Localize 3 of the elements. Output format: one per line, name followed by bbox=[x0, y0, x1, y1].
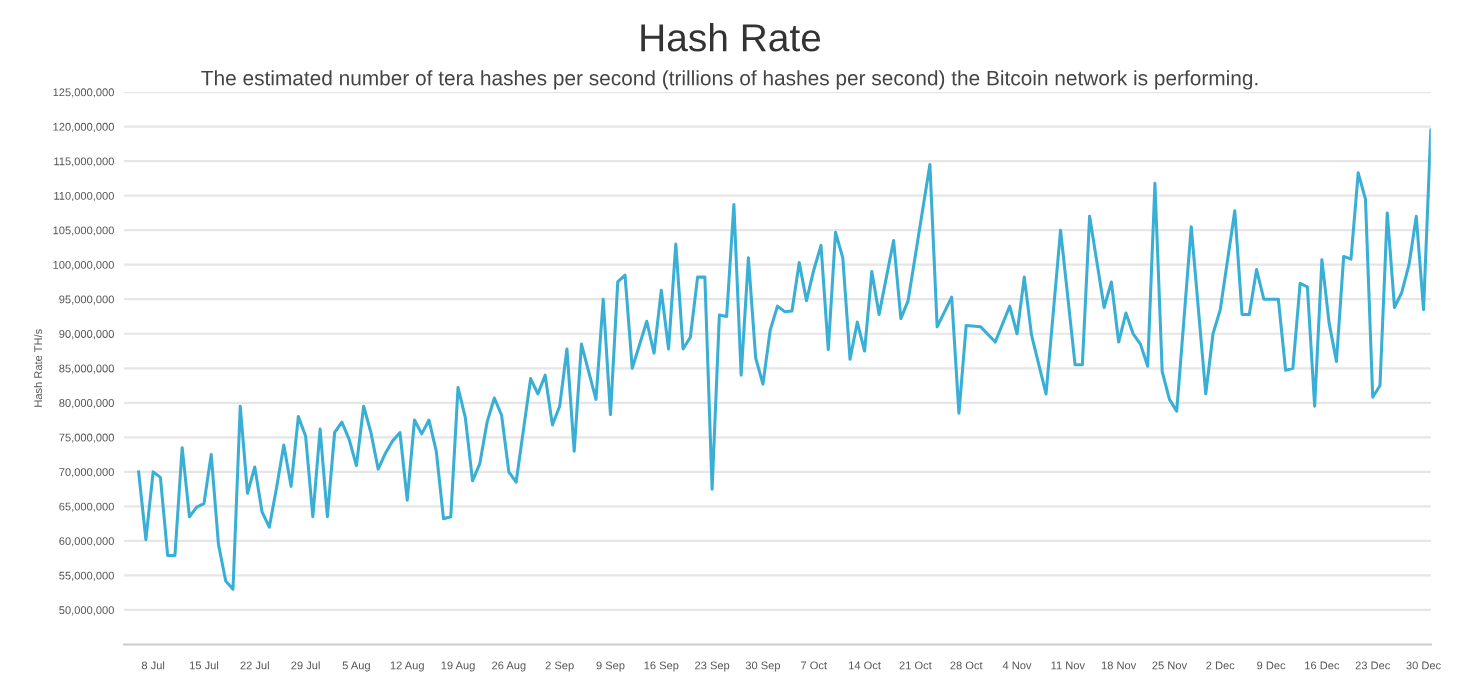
chart-title: Hash Rate bbox=[641, 22, 821, 52]
chart-subtitle: The estimated number of tera hashes per second (trillions of hashes per second) the Bitcoin network is performing. bbox=[201, 70, 1258, 90]
line-series bbox=[137, 128, 1431, 591]
